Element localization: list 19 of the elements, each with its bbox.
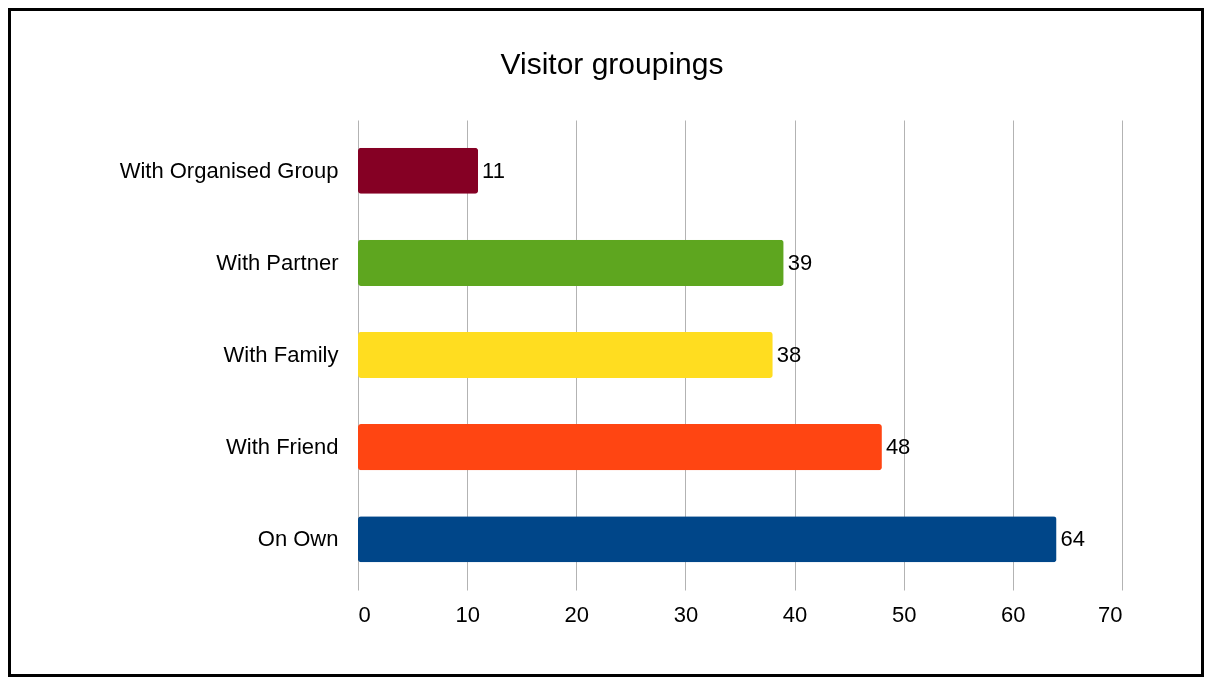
y-tick-label: With Friend (226, 434, 339, 460)
data-label: 38 (776, 342, 802, 367)
data-label: 64 (1060, 526, 1085, 552)
x-tick-label: 40 (782, 601, 808, 627)
data-label: 48 (885, 434, 911, 460)
y-tick-label: On Own (257, 526, 339, 552)
x-tick-label: 0 (358, 601, 371, 627)
x-tick-label: 20 (564, 601, 590, 627)
y-tick-label: With Organised Group (119, 157, 339, 183)
chart-title: Visitor groupings (500, 47, 724, 80)
x-tick-label: 60 (1001, 601, 1026, 627)
x-tick-label: 30 (673, 601, 699, 627)
x-tick-label: 50 (891, 601, 917, 627)
data-label: 39 (787, 249, 813, 275)
x-tick-label: 10 (455, 601, 480, 627)
data-label: 11 (482, 157, 505, 183)
y-tick-label: With Partner (216, 249, 339, 275)
x-tick-label: 70 (1098, 601, 1123, 627)
y-tick-label: With Family (223, 342, 339, 367)
